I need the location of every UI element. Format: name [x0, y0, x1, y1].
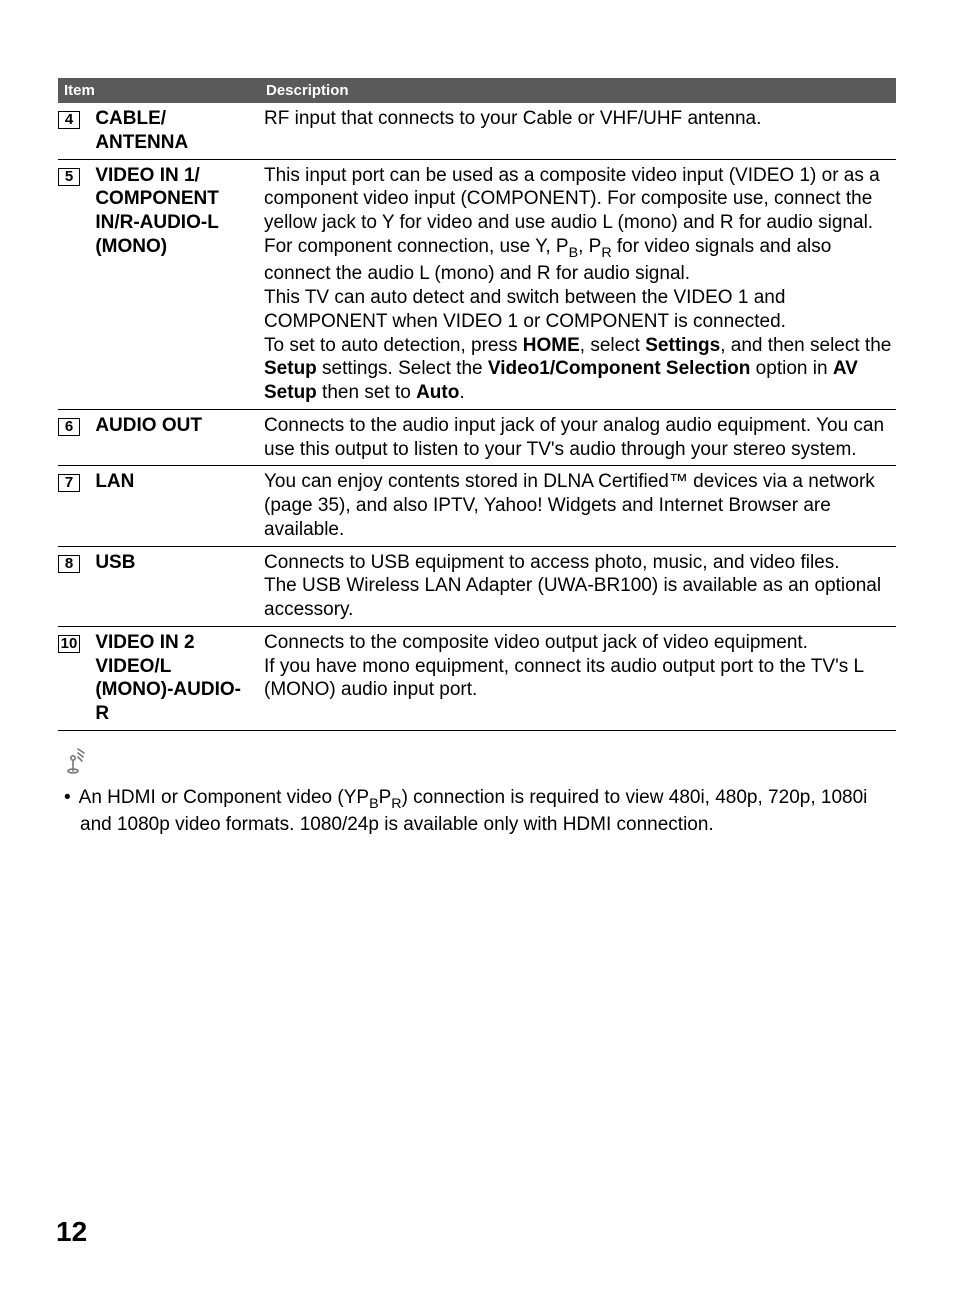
tip-icon [58, 745, 896, 780]
item-name: AUDIO OUT [91, 409, 260, 466]
item-number-cell: 6 [58, 409, 91, 466]
item-name: USB [91, 546, 260, 626]
table-row: 8 USBConnects to USB equipment to access … [58, 546, 896, 626]
item-description: Connects to the composite video output j… [260, 626, 896, 730]
item-name: VIDEO IN 2VIDEO/L (MONO)-AUDIO-R [91, 626, 260, 730]
item-number-cell: 8 [58, 546, 91, 626]
spec-table: Item Description 4 CABLE/ANTENNARF input … [58, 78, 896, 731]
item-name: CABLE/ANTENNA [91, 103, 260, 160]
item-name: VIDEO IN 1/COMPONENT IN/R-AUDIO-L (MONO) [91, 159, 260, 409]
table-row: 10 VIDEO IN 2VIDEO/L (MONO)-AUDIO-RConnec… [58, 626, 896, 730]
item-number-cell: 10 [58, 626, 91, 730]
header-item: Item [58, 79, 260, 103]
header-description: Description [260, 79, 896, 103]
note-item: An HDMI or Component video (YPBPR) conne… [58, 786, 896, 837]
spec-table-body: 4 CABLE/ANTENNARF input that connects to … [58, 103, 896, 731]
item-number-box: 5 [58, 168, 80, 186]
item-name: LAN [91, 466, 260, 546]
table-row: 4 CABLE/ANTENNARF input that connects to … [58, 103, 896, 160]
item-description: RF input that connects to your Cable or … [260, 103, 896, 160]
item-number-box: 10 [58, 635, 80, 653]
item-number-cell: 5 [58, 159, 91, 409]
item-description: Connects to USB equipment to access phot… [260, 546, 896, 626]
page-number: 12 [56, 1216, 87, 1248]
item-number-box: 8 [58, 555, 80, 573]
item-number-box: 6 [58, 418, 80, 436]
manual-page: Item Description 4 CABLE/ANTENNARF input … [0, 0, 954, 1298]
table-row: 6 AUDIO OUTConnects to the audio input ja… [58, 409, 896, 466]
item-description: You can enjoy contents stored in DLNA Ce… [260, 466, 896, 546]
item-description: Connects to the audio input jack of your… [260, 409, 896, 466]
table-row: 7 LANYou can enjoy contents stored in DLN… [58, 466, 896, 546]
item-number-box: 4 [58, 111, 80, 129]
item-number-cell: 7 [58, 466, 91, 546]
item-description: This input port can be used as a composi… [260, 159, 896, 409]
table-row: 5 VIDEO IN 1/COMPONENT IN/R-AUDIO-L (MONO… [58, 159, 896, 409]
note-list: An HDMI or Component video (YPBPR) conne… [58, 786, 896, 837]
item-number-cell: 4 [58, 103, 91, 160]
item-number-box: 7 [58, 474, 80, 492]
